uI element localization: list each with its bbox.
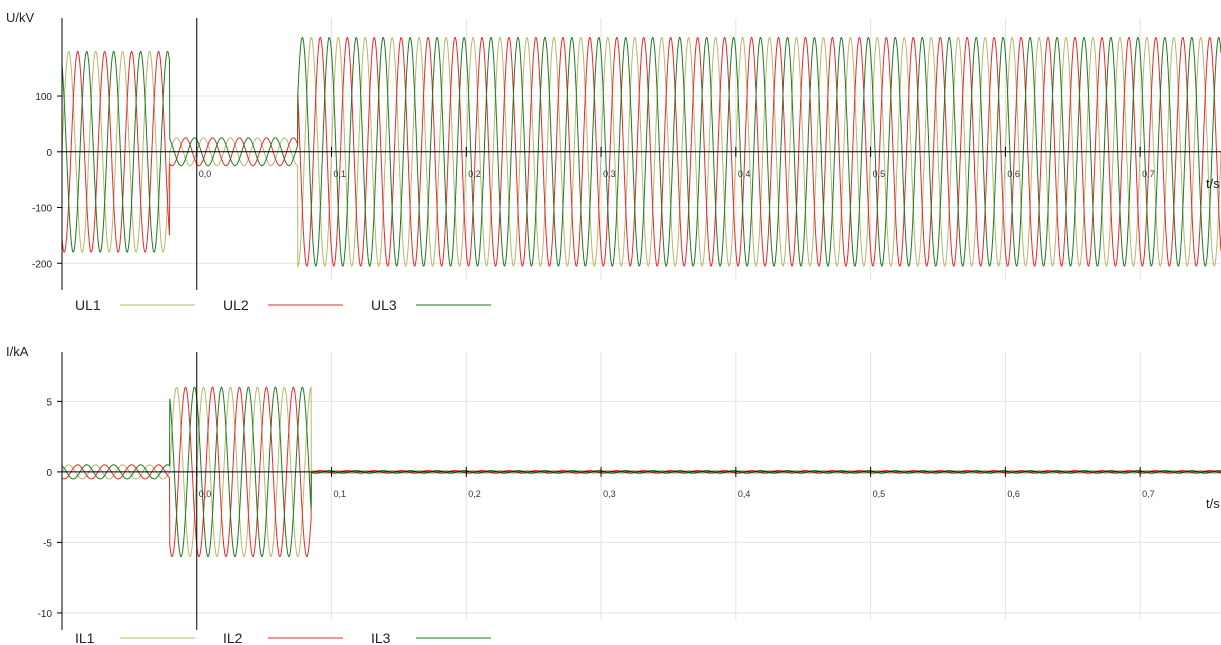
x-tick-label: 0,6: [1007, 169, 1020, 179]
x-axis-label: t/s: [1206, 176, 1220, 191]
y-tick-label: -5: [43, 538, 52, 549]
x-tick-label: 0,7: [1142, 489, 1155, 499]
x-tick-label: 0,5: [873, 489, 886, 499]
y-tick-label: 0: [46, 468, 52, 479]
voltage-chart: 0,0 0,1 0,2 0,3 0,4 0,5 0,6 0,7 100 0 -100 -200 U/kV…: [6, 10, 1221, 313]
legend-label-ul3: UL3: [371, 297, 397, 313]
x-tick-label: 0,7: [1142, 169, 1155, 179]
x-tick-label: 0,3: [603, 169, 616, 179]
y-tick-label: 0: [46, 148, 52, 159]
legend-label-il1: IL1: [75, 630, 95, 645]
legend-label-il2: IL2: [223, 630, 243, 645]
y-tick-label: 100: [35, 92, 52, 103]
x-tick-label: 0,0: [199, 489, 212, 499]
y-tick-label: -200: [32, 259, 52, 270]
legend-label-il3: IL3: [371, 630, 391, 645]
x-tick-label: 0,4: [738, 489, 751, 499]
x-tick-label: 0,4: [738, 169, 751, 179]
x-tick-label: 0,0: [199, 169, 212, 179]
x-tick-label: 0,3: [603, 489, 616, 499]
x-axis-label: t/s: [1206, 496, 1220, 511]
x-tick-label: 0,2: [468, 489, 481, 499]
y-tick-label: -10: [38, 609, 53, 620]
x-tick-label: 0,2: [468, 169, 481, 179]
y-axis-label: I/kA: [6, 344, 29, 359]
y-tick-label: 5: [46, 397, 52, 408]
legend-label-ul2: UL2: [223, 297, 249, 313]
current-chart: 0,0 0,1 0,2 0,3 0,4 0,5 0,6 0,7 5 0 -5 -10 I/kA t/s IL…: [6, 344, 1221, 645]
y-tick-label: -100: [32, 204, 52, 215]
x-tick-label: 0,6: [1007, 489, 1020, 499]
x-tick-label: 0,5: [873, 169, 886, 179]
x-tick-label: 0,1: [334, 489, 347, 499]
legend-label-ul1: UL1: [75, 297, 101, 313]
x-tick-label: 0,1: [334, 169, 347, 179]
y-axis-label: U/kV: [6, 10, 35, 25]
